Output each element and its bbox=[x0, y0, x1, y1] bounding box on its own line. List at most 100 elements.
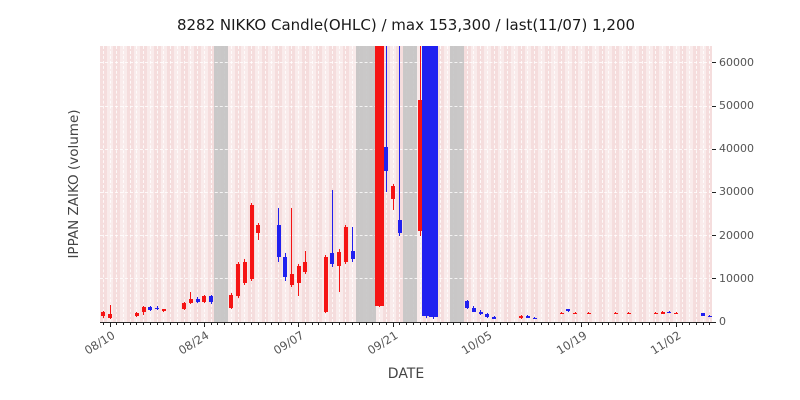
candle-body bbox=[573, 312, 578, 315]
candle-body bbox=[519, 315, 524, 319]
x-minor-tick bbox=[190, 322, 192, 325]
x-tick-label: 10/05 bbox=[459, 328, 495, 358]
candle-body bbox=[182, 302, 187, 310]
x-minor-tick bbox=[554, 322, 556, 325]
day-gridline bbox=[304, 46, 306, 322]
day-gridline bbox=[473, 46, 475, 322]
x-minor-tick bbox=[662, 322, 664, 325]
candle-body bbox=[330, 252, 335, 264]
x-minor-tick bbox=[338, 322, 340, 325]
day-gridline bbox=[574, 46, 576, 322]
day-gridline bbox=[278, 46, 279, 322]
x-minor-tick bbox=[251, 322, 253, 325]
day-gridline bbox=[257, 46, 259, 322]
day-gridline bbox=[561, 46, 563, 322]
candle-body bbox=[586, 312, 591, 315]
x-minor-tick bbox=[635, 322, 637, 325]
y-tick-label: 60000 bbox=[719, 55, 754, 69]
candle-body bbox=[492, 316, 497, 319]
day-gridline bbox=[709, 46, 711, 322]
x-minor-tick bbox=[244, 322, 246, 325]
candle-wick bbox=[352, 226, 354, 263]
x-tick-label: 08/24 bbox=[176, 328, 212, 358]
day-gridline bbox=[338, 46, 340, 322]
day-gridline bbox=[230, 46, 232, 322]
y-gridline bbox=[100, 235, 712, 237]
y-gridline bbox=[100, 148, 712, 150]
closed-day-band bbox=[450, 46, 464, 322]
closed-day-band bbox=[214, 46, 228, 322]
day-gridline bbox=[298, 46, 300, 322]
y-tick-label: 10000 bbox=[719, 271, 754, 285]
x-minor-tick bbox=[325, 322, 327, 325]
x-major-tick bbox=[675, 322, 677, 327]
candle-body bbox=[626, 312, 631, 315]
x-minor-tick bbox=[406, 322, 408, 325]
x-minor-tick bbox=[453, 322, 455, 325]
candle-body bbox=[478, 311, 483, 315]
day-gridline bbox=[102, 46, 104, 322]
day-gridline bbox=[149, 46, 151, 322]
day-gridline bbox=[486, 46, 488, 322]
day-gridline bbox=[668, 46, 670, 322]
candle-body bbox=[471, 308, 476, 312]
x-minor-tick bbox=[574, 322, 576, 325]
candle-body bbox=[418, 99, 423, 232]
day-gridline bbox=[143, 46, 145, 322]
day-gridline bbox=[547, 46, 549, 322]
day-gridline bbox=[244, 46, 246, 322]
day-gridline bbox=[352, 46, 354, 322]
day-gridline bbox=[136, 46, 138, 322]
candle-body bbox=[667, 311, 672, 313]
x-minor-tick bbox=[695, 322, 697, 325]
candle-body bbox=[256, 224, 261, 234]
y-tick-label: 20000 bbox=[719, 228, 754, 242]
x-minor-tick bbox=[304, 322, 306, 325]
x-minor-tick bbox=[122, 322, 124, 325]
x-minor-tick bbox=[291, 322, 293, 325]
day-gridline bbox=[621, 46, 623, 322]
day-gridline bbox=[318, 46, 320, 322]
day-gridline bbox=[601, 46, 603, 322]
day-gridline bbox=[466, 46, 468, 322]
x-minor-tick bbox=[311, 322, 313, 325]
candle-body bbox=[236, 264, 241, 297]
x-minor-tick bbox=[507, 322, 509, 325]
y-tick bbox=[712, 278, 716, 280]
candle-body bbox=[289, 274, 294, 285]
x-minor-tick bbox=[149, 322, 151, 325]
candle-body bbox=[653, 312, 658, 315]
day-gridline bbox=[116, 46, 118, 322]
day-gridline bbox=[122, 46, 124, 322]
day-gridline bbox=[251, 46, 253, 322]
day-gridline bbox=[345, 46, 347, 322]
candle-wick bbox=[399, 46, 401, 236]
x-minor-tick bbox=[170, 322, 172, 325]
x-minor-tick bbox=[615, 322, 616, 325]
closed-day-band bbox=[356, 46, 377, 322]
day-gridline bbox=[439, 46, 441, 322]
x-minor-tick bbox=[129, 322, 131, 325]
x-minor-tick bbox=[284, 322, 286, 325]
x-minor-tick bbox=[230, 322, 232, 325]
day-gridline bbox=[534, 46, 536, 322]
candle-body bbox=[559, 312, 564, 315]
candle-body bbox=[391, 185, 396, 199]
chart-title: 8282 NIKKO Candle(OHLC) / max 153,300 / … bbox=[176, 16, 636, 34]
day-gridline bbox=[520, 46, 522, 322]
y-tick bbox=[712, 105, 716, 107]
x-minor-tick bbox=[176, 322, 178, 325]
x-minor-tick bbox=[547, 322, 549, 325]
x-tick-label: 08/10 bbox=[81, 328, 118, 358]
x-minor-tick bbox=[102, 322, 104, 325]
day-gridline bbox=[608, 46, 610, 322]
x-tick-label: 09/21 bbox=[364, 328, 401, 358]
x-minor-tick bbox=[621, 322, 623, 325]
day-gridline bbox=[190, 46, 192, 322]
candle-body bbox=[134, 313, 139, 316]
day-gridline bbox=[513, 46, 515, 322]
x-tick-label: 11/02 bbox=[648, 328, 684, 358]
day-gridline bbox=[480, 46, 482, 322]
day-gridline bbox=[540, 46, 542, 322]
candle-wick bbox=[385, 46, 387, 193]
